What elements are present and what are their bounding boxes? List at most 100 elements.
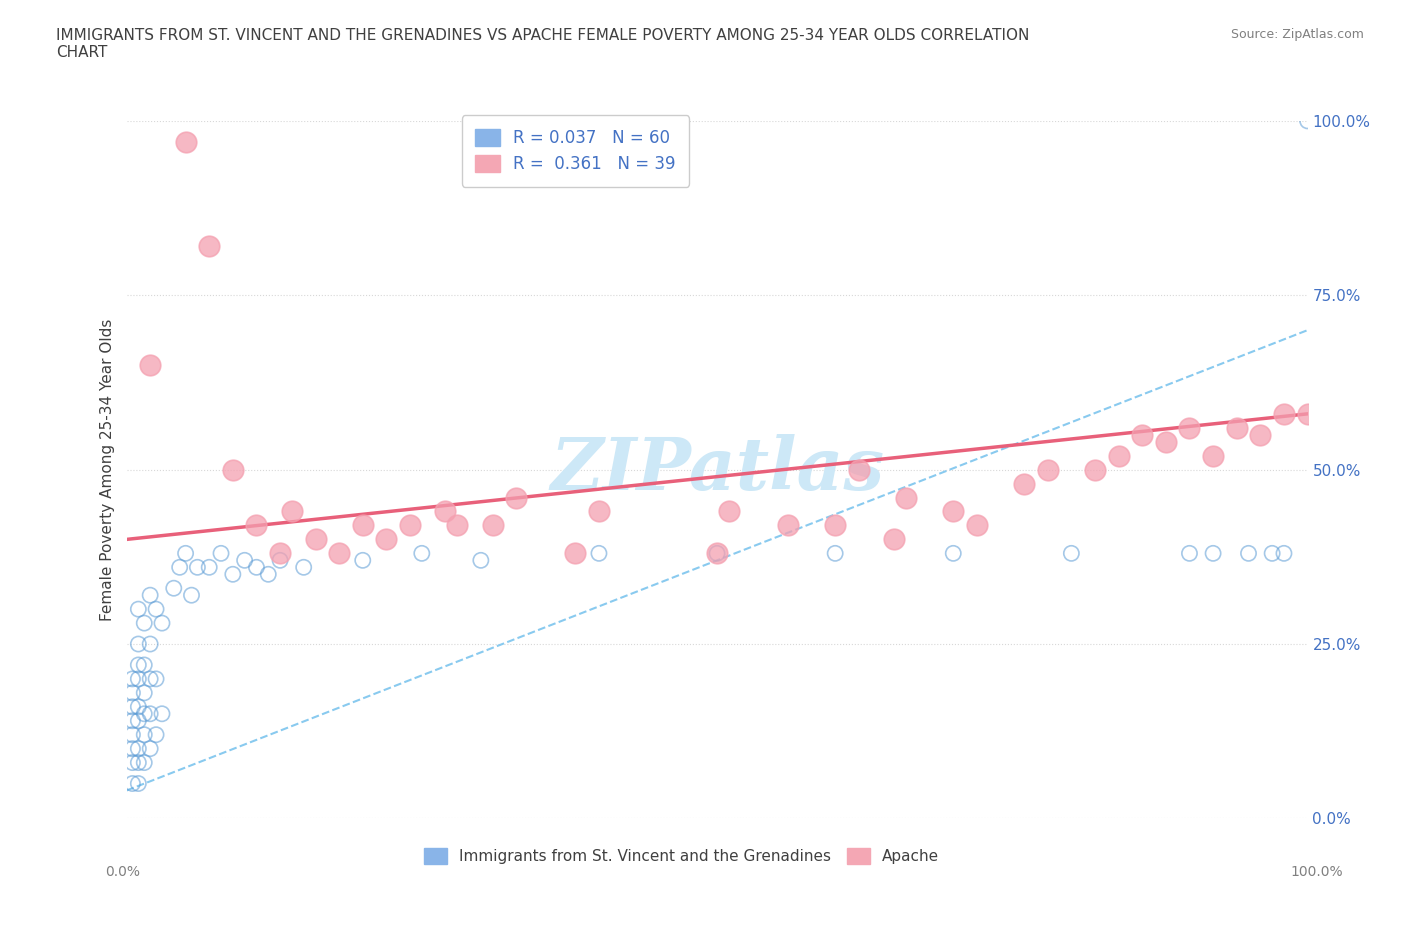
Text: 0.0%: 0.0% [105,865,141,879]
Point [121,727,143,742]
Text: ZIPatlas: ZIPatlas [550,434,884,505]
Point [198,239,221,254]
Point [145,671,167,686]
Point [1226,420,1249,435]
Point [446,518,468,533]
Point [375,532,398,547]
Point [824,546,846,561]
Point [121,685,143,700]
Text: IMMIGRANTS FROM ST. VINCENT AND THE GRENADINES VS APACHE FEMALE POVERTY AMONG 25: IMMIGRANTS FROM ST. VINCENT AND THE GREN… [56,28,1029,60]
Point [824,518,846,533]
Point [139,707,162,722]
Legend: Immigrants from St. Vincent and the Grenadines, Apache: Immigrants from St. Vincent and the Gren… [418,842,945,870]
Point [848,462,870,477]
Point [127,713,149,728]
Point [222,462,245,477]
Point [233,552,256,567]
Point [706,546,728,561]
Point [186,560,208,575]
Point [1130,427,1153,442]
Point [1012,476,1035,491]
Point [269,552,291,567]
Point [174,546,197,561]
Point [139,741,162,756]
Point [121,741,143,756]
Point [588,546,610,561]
Point [209,546,232,561]
Point [1202,546,1225,561]
Point [269,546,291,561]
Point [434,504,457,519]
Point [134,685,156,700]
Point [1272,546,1295,561]
Point [198,560,221,575]
Text: 100.0%: 100.0% [1291,865,1343,879]
Point [134,707,156,722]
Point [174,135,197,150]
Point [139,357,162,372]
Point [127,699,149,714]
Point [717,504,740,519]
Point [411,546,433,561]
Point [352,518,374,533]
Point [352,552,374,567]
Point [139,588,162,603]
Point [134,727,156,742]
Point [505,490,527,505]
Point [169,560,191,575]
Point [139,637,162,652]
Point [304,532,326,547]
Point [328,546,350,561]
Point [1237,546,1260,561]
Point [127,741,149,756]
Point [180,588,202,603]
Point [245,518,267,533]
Point [134,755,156,770]
Point [966,518,988,533]
Point [942,546,965,561]
Point [121,713,143,728]
Point [121,699,143,714]
Point [894,490,917,505]
Point [222,567,245,582]
Point [121,755,143,770]
Point [163,580,186,596]
Point [127,637,149,652]
Point [1296,406,1319,421]
Point [127,658,149,672]
Point [564,546,586,561]
Point [121,671,143,686]
Point [706,546,728,561]
Point [588,504,610,519]
Point [281,504,304,519]
Point [127,776,149,790]
Point [942,504,965,519]
Point [292,560,315,575]
Point [399,518,422,533]
Point [127,671,149,686]
Point [1296,113,1319,128]
Point [1060,546,1083,561]
Point [257,567,280,582]
Point [134,616,156,631]
Point [1272,406,1295,421]
Point [121,776,143,790]
Point [1084,462,1107,477]
Y-axis label: Female Poverty Among 25-34 Year Olds: Female Poverty Among 25-34 Year Olds [100,318,115,621]
Point [1178,420,1201,435]
Point [470,552,492,567]
Point [150,616,173,631]
Point [776,518,799,533]
Point [245,560,267,575]
Point [1202,448,1225,463]
Point [1178,546,1201,561]
Point [883,532,905,547]
Point [134,658,156,672]
Point [127,602,149,617]
Point [139,671,162,686]
Point [127,755,149,770]
Point [481,518,503,533]
Point [1249,427,1271,442]
Point [145,727,167,742]
Text: Source: ZipAtlas.com: Source: ZipAtlas.com [1230,28,1364,41]
